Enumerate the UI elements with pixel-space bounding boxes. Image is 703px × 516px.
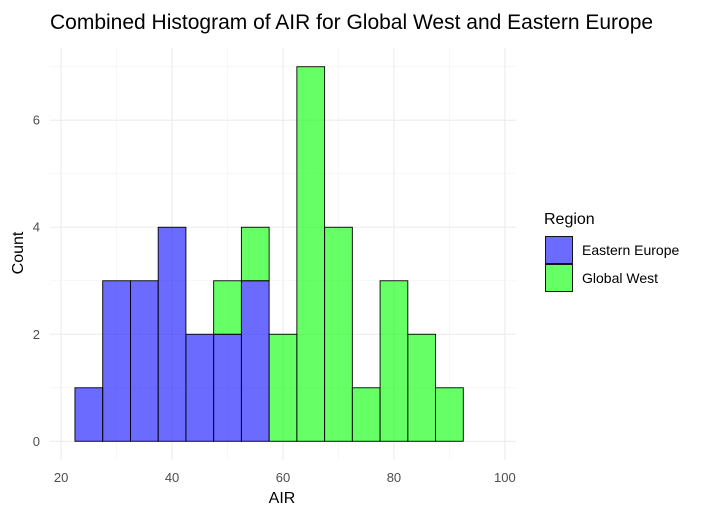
x-tick-label: 40 (165, 470, 179, 485)
bar-eastern-europe (157, 226, 187, 442)
legend-swatch (545, 264, 573, 292)
y-tick-label: 0 (33, 434, 40, 449)
x-tick-label: 20 (54, 470, 68, 485)
chart-title: Combined Histogram of AIR for Global Wes… (50, 11, 653, 34)
y-axis-ticks: 0 2 4 6 (33, 113, 40, 449)
bar-eastern-europe (240, 280, 270, 442)
bar-global-west (379, 280, 409, 442)
bar-eastern-europe (74, 387, 104, 442)
x-axis-title: AIR (269, 490, 296, 507)
bar-global-west (407, 333, 437, 442)
y-tick-label: 6 (33, 113, 40, 128)
bar-global-west (435, 387, 464, 442)
y-tick-label: 4 (33, 220, 40, 235)
bar-eastern-europe (185, 333, 215, 442)
bar-eastern-europe (102, 280, 131, 442)
x-tick-label: 80 (387, 470, 401, 485)
legend-label: Global West (582, 270, 658, 286)
bar-global-west (240, 226, 270, 282)
x-tick-label: 60 (276, 470, 290, 485)
bar-eastern-europe (129, 280, 159, 442)
y-axis-title: Count (10, 231, 27, 274)
bar-global-west (351, 387, 381, 442)
x-axis-ticks: 20 40 60 80 100 (54, 470, 516, 485)
bar-global-west (268, 333, 298, 442)
bar-eastern-europe (213, 333, 242, 442)
x-tick-label: 100 (494, 470, 516, 485)
y-tick-label: 2 (33, 327, 40, 342)
bars (74, 66, 464, 442)
bar-global-west (324, 226, 353, 442)
bar-global-west (296, 66, 326, 442)
legend-title: Region (544, 211, 595, 228)
legend-label: Eastern Europe (582, 242, 679, 258)
legend: Region Eastern Europe Global West (544, 211, 679, 292)
bar-global-west (213, 280, 242, 335)
legend-swatch (545, 236, 573, 264)
